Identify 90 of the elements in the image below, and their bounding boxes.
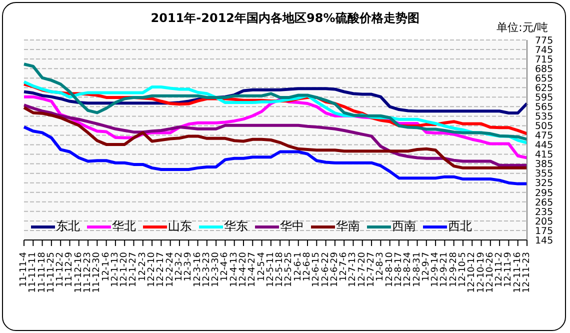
- x-tick-label: 11-11-18: [37, 252, 48, 293]
- x-tick-label: 12-1-13: [110, 252, 120, 288]
- y-tick-label: 385: [535, 159, 554, 170]
- y-tick-label: 625: [535, 82, 554, 94]
- legend-label: 华北: [112, 218, 136, 235]
- x-tick-label: 11-12-2: [56, 252, 66, 288]
- x-tick-label: 12-11-2: [494, 252, 505, 288]
- x-tick-label: 12-6-1: [293, 252, 304, 282]
- x-tick-label: 12-3-30: [211, 252, 222, 288]
- x-tick-label: 11-12-30: [92, 252, 102, 293]
- x-tick-label: 12-9-7: [421, 252, 432, 282]
- chart-title: 2011年-2012年国内各地区98%硫酸价格走势图: [150, 11, 420, 25]
- y-tick-label: 355: [535, 168, 554, 180]
- legend-label: 西南: [392, 218, 416, 235]
- x-tick-label: 12-7-20: [357, 252, 368, 288]
- x-tick-label: 12-10-26: [485, 252, 496, 293]
- x-tick-label: 12-3-2: [174, 252, 184, 282]
- x-tick-label: 12-9-21: [440, 252, 450, 288]
- y-tick-label: 715: [535, 54, 554, 66]
- x-tick-label: 12-11-9: [504, 252, 514, 288]
- x-tick-label: 12-6-22: [320, 252, 331, 288]
- legend-label: 西北: [448, 218, 472, 235]
- y-tick-label: 655: [535, 73, 554, 84]
- x-tick-label: 12-1-27: [128, 252, 139, 288]
- x-tick-label: 12-6-29: [330, 252, 340, 288]
- x-tick-label: 12-5-11: [266, 252, 276, 288]
- x-tick-label: 12-1-20: [120, 252, 130, 288]
- x-tick-label: 12-5-25: [284, 252, 294, 288]
- y-tick-label: 565: [535, 102, 554, 114]
- x-tick-label: 12-3-23: [202, 252, 212, 288]
- y-tick-label: 145: [535, 235, 554, 246]
- y-tick-label: 475: [535, 130, 554, 142]
- x-tick-label: 12-1-6: [101, 252, 112, 282]
- x-tick-label: 12-8-3: [376, 252, 386, 282]
- y-tick-label: 235: [535, 206, 554, 218]
- y-tick-label: 505: [535, 121, 554, 132]
- y-tick-label: 685: [535, 64, 554, 75]
- y-tick-label: 415: [535, 150, 554, 161]
- x-tick-label: 12-10-5: [458, 252, 468, 288]
- y-tick-label: 205: [535, 216, 554, 228]
- x-tick-label: 12-7-13: [348, 252, 358, 288]
- x-tick-label: 12-5-4: [256, 252, 267, 282]
- legend-label: 华中: [280, 218, 304, 235]
- x-tick-label: 12-8-17: [394, 252, 404, 288]
- x-tick-label: 12-2-17: [156, 252, 166, 288]
- y-tick-label: 775: [535, 35, 554, 46]
- legend-label: 华南: [336, 218, 360, 235]
- x-tick-label: 11-12-16: [74, 252, 84, 293]
- y-tick-label: 595: [535, 92, 554, 104]
- x-tick-label: 12-10-19: [476, 252, 486, 293]
- x-tick-label: 12-2-3: [138, 252, 148, 282]
- x-tick-label: 12-5-18: [275, 252, 286, 288]
- x-tick-label: 12-11-23: [522, 252, 532, 293]
- y-tick-label: 265: [535, 197, 554, 208]
- x-tick-label: 12-7-27: [366, 252, 377, 288]
- legend-label: 华东: [224, 218, 248, 235]
- y-tick-label: 535: [535, 112, 554, 123]
- x-tick-label: 12-3-16: [192, 252, 203, 288]
- line-series: [22, 125, 528, 186]
- y-tick-label: 745: [535, 44, 554, 56]
- x-tick-label: 12-9-28: [448, 252, 459, 288]
- x-tick-label: 12-10-12: [467, 252, 478, 293]
- x-tick-label: 11-11-25: [46, 252, 56, 293]
- line-series: [22, 62, 528, 141]
- x-tick-label: 12-2-24: [165, 252, 176, 288]
- x-tick-label: 12-4-13: [229, 252, 240, 288]
- x-tick-label: 12-8-10: [384, 252, 395, 288]
- x-tick-label: 12-4-27: [248, 252, 258, 288]
- x-tick-label: 11-11-4: [19, 252, 29, 288]
- legend-label: 山东: [168, 218, 192, 235]
- x-tick-label: 12-6-15: [312, 252, 322, 288]
- x-tick-label: 12-8-31: [412, 252, 422, 288]
- x-tick-label: 12-8-24: [403, 252, 414, 288]
- text: 单位:元/吨: [496, 20, 548, 35]
- x-tick-label: 12-7-6: [339, 252, 350, 282]
- x-tick-label: 12-4-6: [220, 252, 230, 282]
- x-tick-label: 12-6-8: [302, 252, 313, 282]
- y-tick-label: 175: [535, 226, 554, 237]
- legend-label: 东北: [56, 218, 80, 235]
- y-tick-label: 445: [535, 140, 554, 152]
- y-tick-label: 295: [535, 188, 554, 199]
- x-tick-label: 12-11-16: [512, 252, 523, 293]
- y-tick-label: 325: [535, 178, 554, 190]
- x-tick-label: 12-2-10: [147, 252, 158, 288]
- x-tick-label: 12-3-9: [184, 252, 194, 282]
- x-tick-label: 11-12-9: [64, 252, 75, 288]
- x-tick-label: 11-12-23: [83, 252, 94, 293]
- x-tick-label: 11-11-11: [28, 252, 38, 293]
- x-tick-label: 12-4-20: [238, 252, 248, 288]
- x-tick-label: 12-9-14: [430, 252, 441, 288]
